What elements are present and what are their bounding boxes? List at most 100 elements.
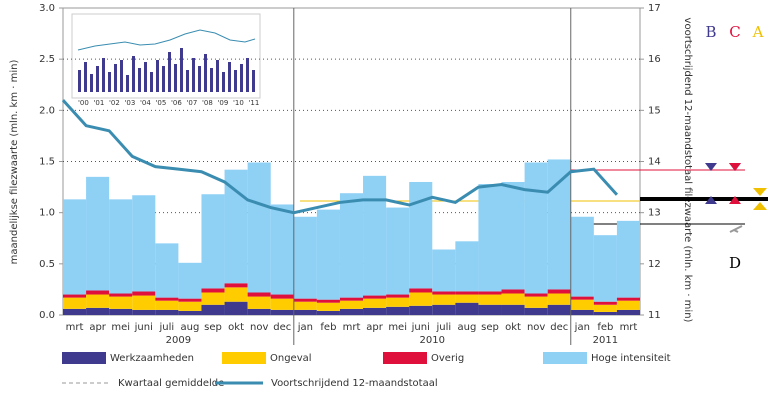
x-tick-label: mei — [111, 322, 130, 333]
bar-segment — [501, 181, 525, 290]
x-tick-label: mrt — [343, 322, 361, 333]
inset-tick-label: '04 — [140, 99, 151, 107]
x-tick-label: mei — [388, 322, 407, 333]
bar-segment — [455, 302, 479, 315]
x-tick-label: jan — [297, 322, 313, 333]
y-tick-label: 1.0 — [39, 208, 55, 219]
bar-segment — [524, 293, 548, 297]
bar-segment — [524, 162, 548, 294]
bar-segment — [155, 243, 179, 298]
bar-segment — [247, 162, 271, 293]
inset-bars — [78, 48, 255, 92]
bar-segment — [63, 199, 87, 295]
bar-segment — [316, 302, 340, 311]
inset-tick-label: '01 — [94, 99, 105, 107]
y2-tick-label: 13 — [648, 208, 661, 219]
x-tick-label: aug — [181, 322, 200, 333]
bar-segment — [386, 297, 410, 307]
bar-segment — [593, 235, 617, 302]
bar-segment — [547, 293, 571, 305]
marker-triangle — [753, 188, 767, 210]
legend-label: Voortschrijdend 12-maandstotaal — [271, 378, 438, 389]
marker-arrow — [729, 225, 743, 233]
bar-segment — [270, 294, 294, 299]
bar-segment — [616, 220, 640, 298]
inset-tick-label: '11 — [249, 99, 260, 107]
bar-segment — [455, 241, 479, 292]
bar-segment — [616, 309, 640, 315]
x-group-label: 2011 — [593, 335, 618, 346]
bar-segment — [386, 306, 410, 315]
y2-tick-label: 16 — [648, 54, 661, 65]
bar-segment — [63, 297, 87, 309]
bar-segment — [570, 299, 594, 310]
legend-label: Overig — [431, 353, 464, 364]
x-group-label: 2010 — [420, 335, 445, 346]
bar-segment — [501, 304, 525, 315]
bar-segment — [478, 304, 502, 315]
inset-line — [77, 29, 256, 51]
bar-segment — [363, 175, 387, 296]
bar-segment — [63, 294, 87, 298]
bar-segment — [339, 297, 364, 301]
bar-segment — [293, 301, 317, 310]
bar-segment — [316, 209, 340, 300]
bar-segment — [570, 309, 594, 315]
bar-segment — [593, 301, 617, 305]
legend-swatch — [62, 352, 106, 364]
x-tick-label: okt — [505, 322, 521, 333]
marker-triangle — [729, 196, 741, 204]
marker-label: B — [705, 23, 716, 41]
bar-segment — [501, 289, 525, 294]
bar-segment — [363, 295, 387, 299]
bar-segment — [86, 290, 110, 295]
y-axis-title: maandelijkse filezwaarte (mln. km · min) — [9, 60, 20, 265]
x-tick-label: sep — [481, 322, 499, 333]
bar-segment — [132, 195, 156, 292]
bar-segment — [224, 301, 248, 315]
bar-segment — [547, 159, 571, 290]
bar-segment — [478, 291, 502, 295]
legend-label: Hoge intensiteit — [591, 353, 671, 364]
inset-tick-label: '02 — [109, 99, 120, 107]
legend-swatch — [383, 352, 427, 364]
bar-segment — [593, 304, 617, 312]
x-tick-label: apr — [366, 322, 383, 333]
inset-tick-label: '03 — [125, 99, 136, 107]
x-tick-label: apr — [89, 322, 106, 333]
x-tick-label: mrt — [620, 322, 638, 333]
bar-segment — [409, 292, 433, 306]
bar-segment — [339, 300, 364, 309]
bar-segment — [524, 296, 548, 308]
y2-tick-label: 17 — [648, 3, 661, 14]
x-tick-label: nov — [250, 322, 268, 333]
bar-segment — [386, 294, 410, 298]
bar-segment — [339, 308, 364, 315]
bar-segment — [432, 249, 456, 292]
bar-segment — [363, 298, 387, 308]
bar-segment — [270, 298, 294, 310]
bar-segment — [593, 311, 617, 315]
inset-tick-label: '10 — [233, 99, 244, 107]
bar-segment — [409, 305, 433, 315]
legend-swatch — [222, 352, 266, 364]
bar-segment — [409, 288, 433, 293]
bar-segment — [363, 307, 387, 315]
inset-tick-label: '07 — [187, 99, 198, 107]
y-tick-label: 3.0 — [39, 3, 55, 14]
marker-label: D — [729, 254, 741, 272]
bar-segment — [155, 300, 179, 310]
bar-segment — [109, 199, 133, 294]
bar-segment — [616, 300, 640, 310]
bar-segment — [270, 204, 294, 295]
x-tick-label: aug — [457, 322, 476, 333]
bar-segment — [155, 309, 179, 315]
bar-segment — [201, 304, 225, 315]
x-tick-label: dec — [273, 322, 291, 333]
bar-segment — [224, 169, 248, 284]
bar-segment — [316, 310, 340, 315]
x-tick-label: juli — [159, 322, 175, 333]
bar-segment — [132, 309, 156, 315]
marker-label: C — [729, 23, 740, 41]
bar-segment — [293, 298, 317, 302]
